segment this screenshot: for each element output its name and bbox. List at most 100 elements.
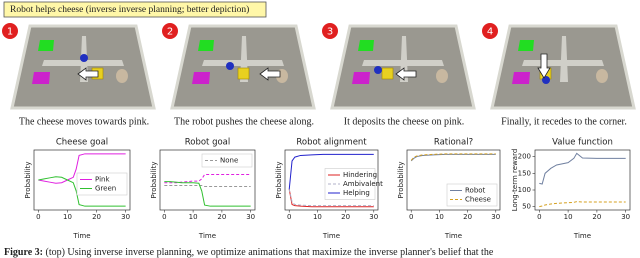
obstacle: [436, 69, 448, 83]
step-number: 1: [7, 27, 13, 38]
caption-text: (top) Using inverse inverse planning, we…: [45, 247, 493, 258]
x-tick-label: 20: [92, 213, 101, 221]
x-tick-label: 30: [246, 213, 255, 221]
series-line: [288, 153, 374, 190]
series-line: [410, 153, 496, 161]
x-tick-label: 10: [313, 213, 322, 221]
series-line: [38, 176, 126, 207]
legend-box: [446, 183, 498, 207]
caption-label: Figure 3: (top) Using inverse inverse pl…: [4, 247, 494, 258]
plot-frame: [33, 149, 131, 211]
x-axis-label: Time: [322, 232, 340, 240]
legend-box: [324, 168, 376, 200]
cheese: [381, 67, 394, 80]
x-tick-label: 10: [564, 213, 573, 221]
legend-label: Helping: [343, 189, 370, 197]
cheese: [237, 67, 250, 80]
green-goal: [38, 40, 54, 51]
x-tick-label: 20: [592, 213, 601, 221]
legend-box: [201, 153, 253, 168]
x-tick-label: 20: [341, 213, 350, 221]
series-line: [410, 153, 496, 162]
chart-title: Robot goal: [185, 138, 231, 148]
x-tick-label: 20: [217, 213, 226, 221]
plot-frame: [406, 149, 501, 211]
green-goal: [198, 40, 214, 51]
pink-goal: [352, 72, 370, 84]
x-tick-label: 30: [491, 213, 500, 221]
series-line: [164, 174, 251, 184]
x-tick-label: 0: [537, 213, 541, 221]
arrow: [259, 67, 281, 81]
x-axis-label: Time: [573, 232, 591, 240]
green-goal: [518, 40, 534, 51]
legend-label: Pink: [95, 176, 110, 184]
legend-label: Green: [95, 185, 116, 193]
plot-frame: [284, 149, 379, 211]
step-badge: [482, 23, 498, 39]
step-caption: It deposits the cheese on pink.: [344, 116, 465, 127]
green-goal: [358, 40, 374, 51]
x-tick-label: 20: [463, 213, 472, 221]
legend-label: None: [220, 157, 238, 165]
y-axis-label: Probability: [150, 161, 158, 198]
chart-title: Rational?: [434, 138, 473, 148]
obstacle: [116, 69, 128, 83]
y-axis-label: Probability: [275, 161, 283, 198]
x-tick-label: 10: [189, 213, 198, 221]
series-line: [38, 153, 126, 184]
series-line: [164, 181, 251, 207]
y-axis-label: Probability: [24, 161, 32, 198]
series-line: [288, 189, 374, 208]
series-line: [539, 152, 626, 185]
x-tick-label: 30: [621, 213, 630, 221]
x-tick-label: 0: [162, 213, 166, 221]
series-line: [539, 201, 626, 208]
pink-goal: [512, 72, 530, 84]
arrow: [537, 53, 551, 79]
step-caption: Finally, it recedes to the corner.: [501, 116, 627, 127]
plot-frame: [159, 149, 256, 211]
legend-box: [76, 172, 128, 196]
banner-box: [3, 1, 267, 18]
step-number: 4: [487, 27, 493, 38]
step-badge: [2, 23, 18, 39]
banner: Robot helps cheese (inverse inverse plan…: [10, 4, 249, 15]
x-axis-label: Time: [198, 232, 216, 240]
robot: [226, 62, 234, 70]
scene-wall: [560, 36, 568, 82]
caption-label-text: Figure 3:: [4, 247, 43, 258]
legend-label: Robot: [465, 187, 486, 195]
y-tick-label: 200: [518, 153, 531, 161]
robot: [80, 54, 88, 62]
y-tick-label: 50: [522, 203, 531, 211]
x-axis-label: Time: [72, 232, 90, 240]
legend-label: Ambivalent: [343, 180, 383, 188]
chart-title: Robot alignment: [296, 138, 367, 148]
pink-goal: [192, 72, 210, 84]
legend-label: Hindering: [343, 171, 377, 179]
x-tick-label: 10: [63, 213, 72, 221]
step-badge: [322, 23, 338, 39]
y-tick-label: 150: [518, 169, 531, 177]
chart-title: Cheese goal: [56, 138, 108, 148]
y-axis-label: Long-term reward: [511, 149, 519, 212]
x-tick-label: 0: [409, 213, 413, 221]
series-line: [164, 184, 251, 188]
step-number: 2: [167, 27, 173, 38]
x-tick-label: 30: [369, 213, 378, 221]
y-tick-label: 100: [518, 186, 531, 194]
step-caption: The cheese moves towards pink.: [19, 116, 149, 127]
x-tick-label: 0: [36, 213, 40, 221]
plot-frame: [534, 149, 631, 211]
step-number: 3: [327, 27, 333, 38]
step-caption: The robot pushes the cheese along.: [174, 116, 314, 127]
arrow: [395, 67, 417, 81]
chart-title: Value function: [552, 138, 613, 148]
x-tick-label: 30: [121, 213, 130, 221]
x-tick-label: 0: [287, 213, 291, 221]
x-tick-label: 10: [435, 213, 444, 221]
robot: [374, 66, 382, 74]
y-axis-label: Probability: [397, 161, 405, 198]
